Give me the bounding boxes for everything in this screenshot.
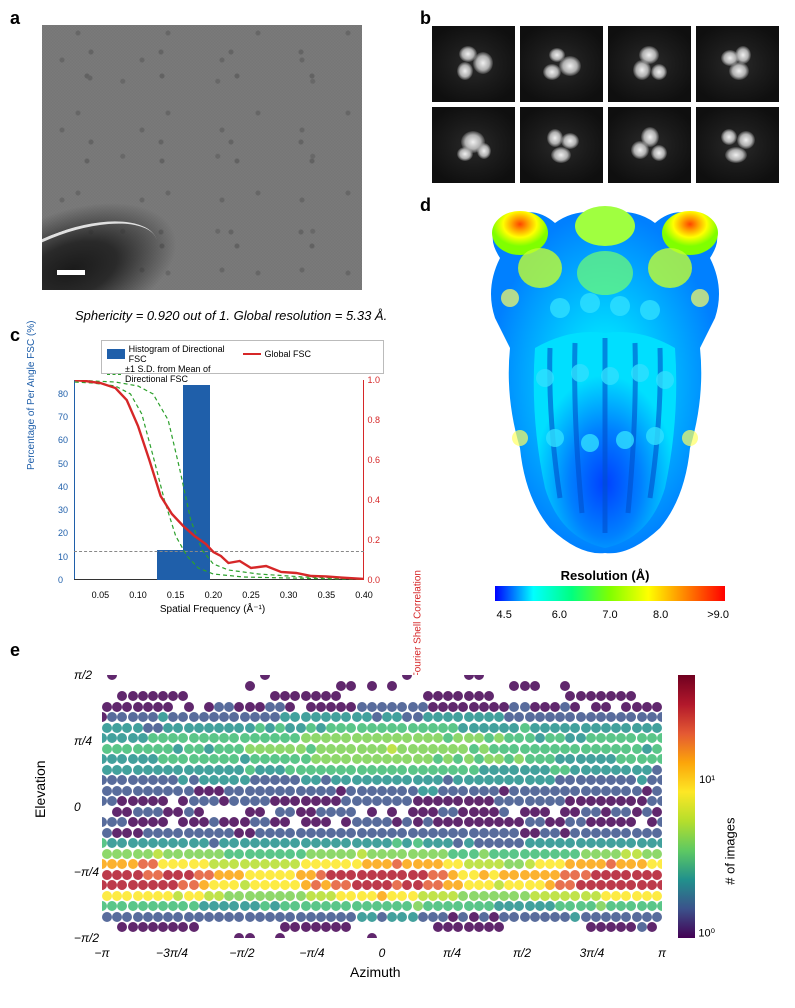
fsc-x-label: Spatial Frequency (Å⁻¹) — [160, 604, 265, 615]
resolution-label: Resolution (Å) — [561, 568, 650, 583]
panel-label-c: c — [10, 325, 20, 346]
orientation-area — [102, 675, 662, 938]
fsc-chart: Histogram of Directional FSC Global FSC … — [30, 340, 395, 620]
class-avg-3 — [608, 26, 691, 102]
panel-label-b: b — [420, 8, 431, 29]
class-avg-7 — [608, 107, 691, 183]
resolution-colorbar — [495, 586, 725, 601]
density-map: Resolution (Å) 4.56.07.08.0>9.0 — [440, 198, 770, 623]
panel-label-a: a — [10, 8, 20, 29]
legend-hist: Histogram of Directional FSC — [129, 344, 243, 364]
panel-label-e: e — [10, 640, 20, 661]
class-avg-1 — [432, 26, 515, 102]
density-svg — [440, 198, 770, 563]
orient-y-label: Elevation — [32, 760, 48, 818]
class-avg-5 — [432, 107, 515, 183]
class-avg-2 — [520, 26, 603, 102]
orient-x-label: Azimuth — [350, 964, 401, 980]
class-avg-4 — [696, 26, 779, 102]
fsc-legend: Histogram of Directional FSC Global FSC … — [101, 340, 384, 374]
class-avg-8 — [696, 107, 779, 183]
class-avg-6 — [520, 107, 603, 183]
fsc-y-left-label: Percentage of Per Angle FSC (%) — [26, 320, 37, 470]
scale-bar — [57, 270, 85, 275]
legend-global: Global FSC — [265, 349, 312, 359]
orient-cbar-label: # of images — [723, 818, 738, 885]
micrograph-image — [42, 25, 362, 290]
sphericity-caption: Sphericity = 0.920 out of 1. Global reso… — [75, 308, 387, 323]
orientation-plot: Elevation Azimuth # of images π/2π/40−π/… — [30, 660, 770, 990]
orientation-colorbar — [678, 675, 695, 938]
panel-label-d: d — [420, 195, 431, 216]
class-averages-grid — [432, 26, 779, 183]
